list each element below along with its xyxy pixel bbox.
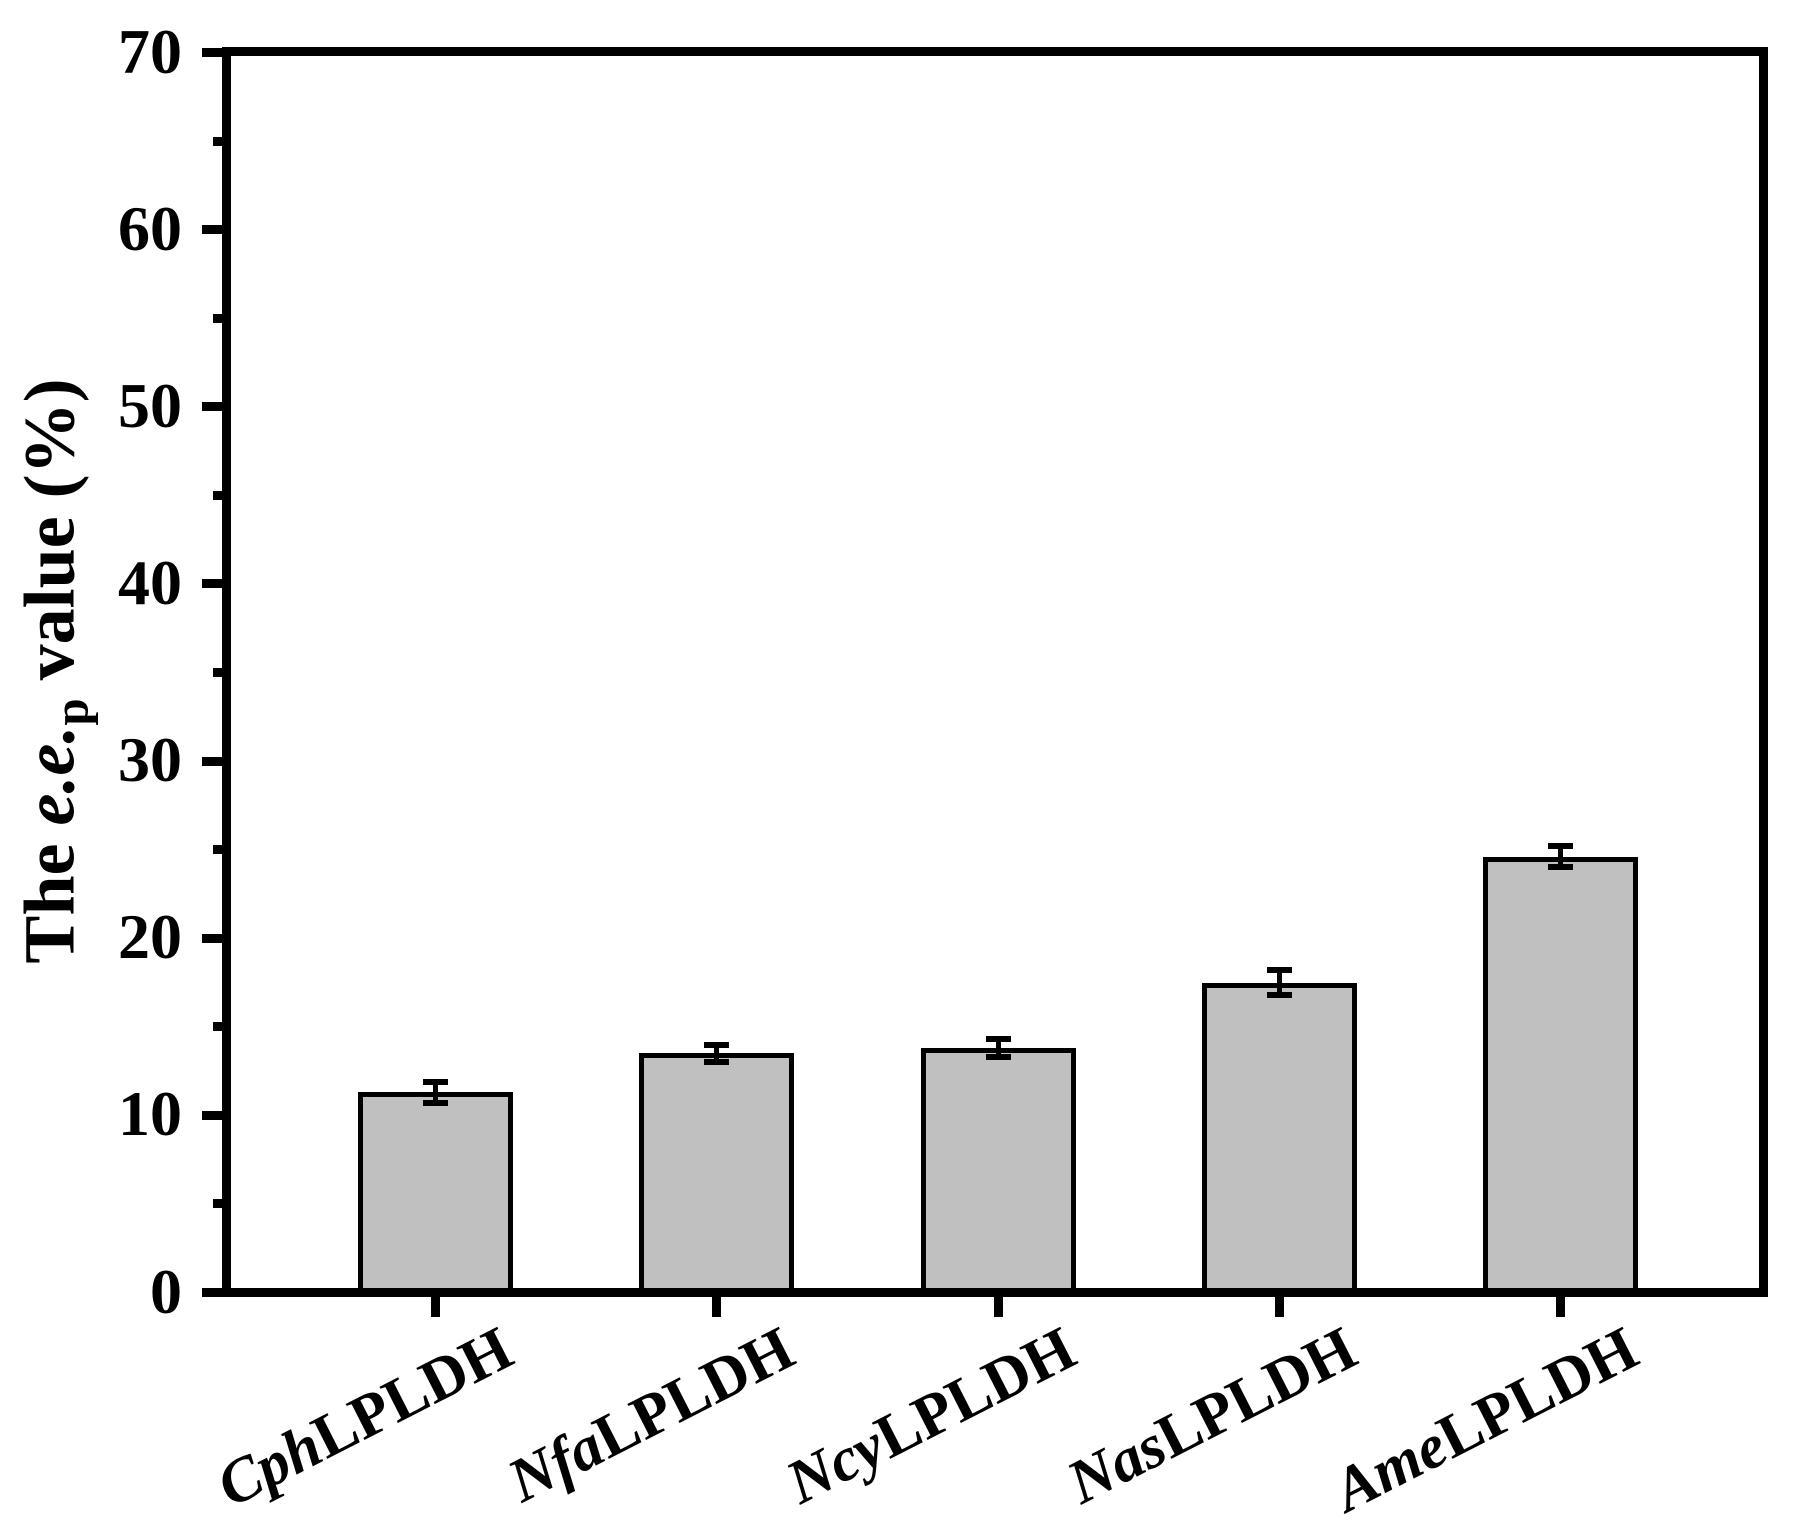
y-tick-label: 60 (118, 192, 182, 264)
error-bar-cap-top (985, 1036, 1011, 1043)
error-bar-cap-bottom (1548, 864, 1573, 871)
y-tick-label: 10 (118, 1078, 182, 1150)
error-bar-cap-bottom (704, 1059, 730, 1066)
bar (639, 1053, 795, 1292)
x-tick (993, 1297, 1003, 1317)
error-bar-cap-top (1266, 967, 1292, 974)
y-minor-tick (213, 136, 222, 146)
y-major-tick (202, 402, 222, 412)
y-minor-tick (213, 313, 222, 323)
x-tick (431, 1297, 440, 1317)
y-tick-label: 50 (118, 369, 182, 441)
y-major-tick (202, 225, 222, 235)
y-major-tick (202, 756, 222, 766)
error-bar-stem (995, 1039, 1001, 1057)
error-bar-stem (433, 1081, 438, 1103)
x-tick-label-rest-part: LPLDH (864, 1314, 1086, 1472)
error-bar-cap-top (423, 1078, 448, 1085)
y-tick-label: 20 (118, 901, 182, 973)
x-tick-label: NasLPLDH (1057, 1314, 1367, 1517)
y-major-tick (202, 1110, 222, 1120)
bar (1483, 856, 1638, 1292)
error-bar-cap-bottom (1266, 991, 1292, 998)
y-tick-label: 70 (118, 15, 182, 87)
error-bar-stem (714, 1044, 720, 1063)
x-tick-label: AmeLPLDH (1322, 1314, 1649, 1525)
y-minor-tick (213, 668, 222, 677)
x-tick-label: NfaLPLDH (497, 1314, 805, 1515)
x-tick-label: NcyLPLDH (775, 1314, 1086, 1517)
y-major-tick (202, 48, 222, 57)
x-tick (1274, 1297, 1284, 1317)
bar (358, 1092, 513, 1292)
y-minor-tick (213, 1022, 222, 1032)
y-minor-tick (213, 490, 222, 500)
error-bar-cap-top (704, 1041, 730, 1048)
bar (1201, 982, 1357, 1292)
y-minor-tick (213, 1199, 222, 1209)
error-bar-cap-bottom (423, 1099, 448, 1106)
plot-frame (222, 47, 1768, 1297)
y-axis-title-subscript: p (43, 698, 99, 726)
y-axis-title: The e.e.p value (%) (10, 378, 99, 963)
y-minor-tick (213, 845, 222, 855)
x-tick-label-rest-part: LPLDH (1145, 1314, 1367, 1472)
y-tick-label: 40 (118, 546, 182, 618)
x-tick (712, 1297, 722, 1317)
error-bar-cap-bottom (985, 1053, 1011, 1060)
x-tick-label-rest-part: LPLDH (301, 1314, 524, 1472)
error-bar-cap-top (1548, 843, 1573, 850)
y-tick-label: 30 (118, 724, 182, 796)
x-tick (1556, 1297, 1565, 1317)
x-tick-label-rest-part: LPLDH (583, 1314, 805, 1472)
y-major-tick (202, 1288, 222, 1297)
y-major-tick (202, 579, 222, 589)
x-tick-label: CphLPLDH (207, 1314, 524, 1520)
y-major-tick (202, 933, 222, 943)
error-bar-stem (1276, 970, 1282, 995)
x-tick-label-rest-part: LPLDH (1426, 1314, 1649, 1472)
error-bar-stem (1558, 846, 1563, 868)
y-tick-label: 0 (150, 1255, 182, 1327)
bar (920, 1048, 1076, 1292)
